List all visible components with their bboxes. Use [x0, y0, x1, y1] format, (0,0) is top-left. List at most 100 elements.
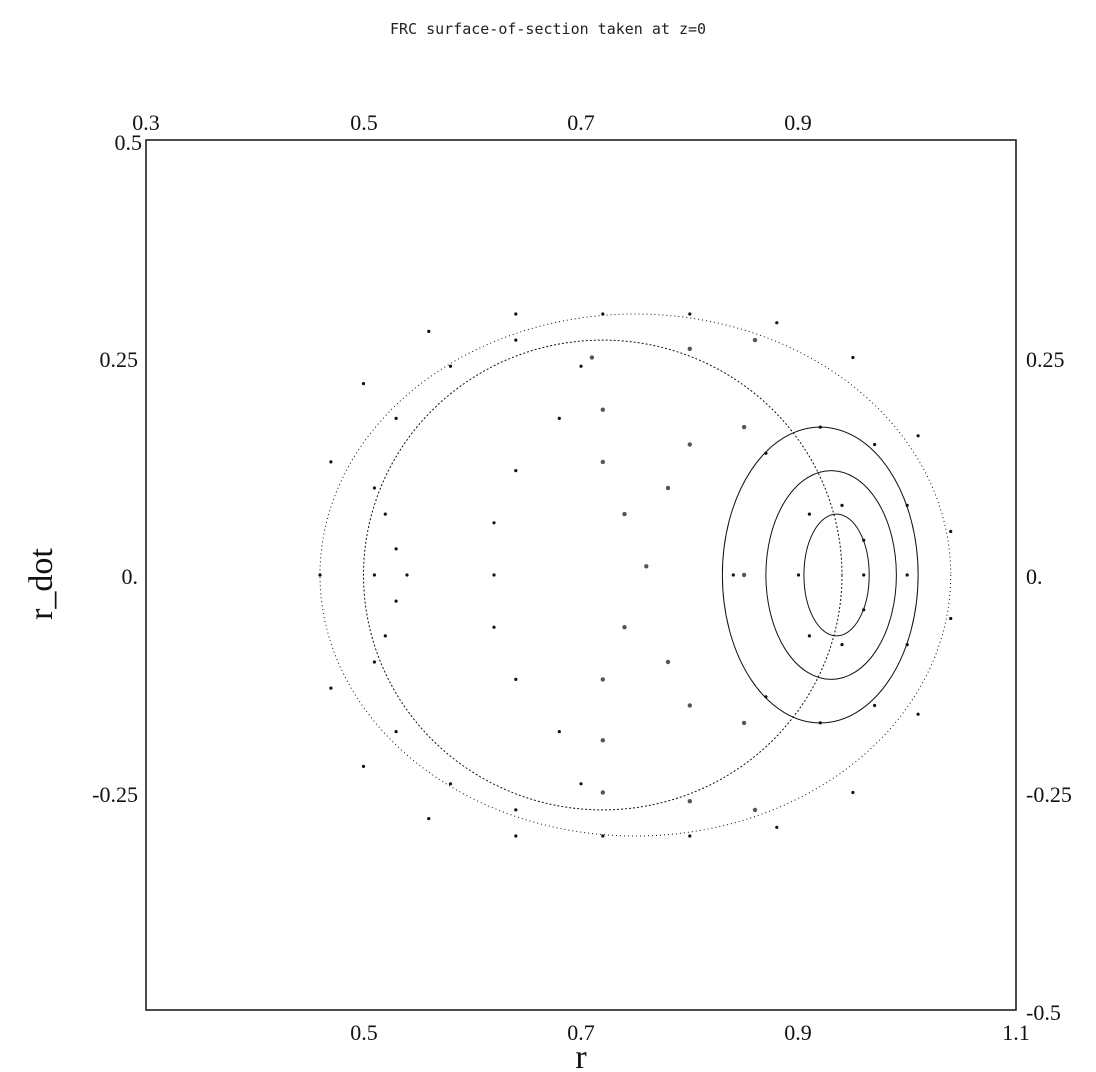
data-point: [687, 442, 692, 447]
data-point: [665, 485, 671, 491]
data-point: [492, 573, 496, 577]
data-point: [427, 817, 431, 821]
y-axis-label: r_dot: [23, 548, 60, 620]
data-point: [600, 790, 605, 795]
data-point: [557, 730, 561, 734]
data-point: [318, 573, 322, 577]
y-tick-left: 0.: [122, 564, 139, 589]
data-point: [601, 834, 605, 838]
data-point: [600, 459, 605, 465]
data-point: [665, 659, 671, 665]
data-point: [731, 573, 735, 577]
data-point: [600, 407, 605, 412]
y-tick-right: 0.: [1026, 564, 1043, 589]
data-point: [405, 573, 409, 577]
data-point: [741, 572, 747, 578]
x-tick-top: 0.3: [132, 110, 160, 135]
data-point: [764, 451, 768, 455]
data-point: [514, 677, 518, 682]
data-point: [514, 808, 518, 812]
data-point: [862, 538, 866, 542]
x-tick-top: 0.9: [784, 110, 812, 135]
y-tick-right: 0.25: [1026, 347, 1065, 372]
data-point: [622, 511, 627, 517]
data-point: [372, 486, 376, 490]
x-tick-top: 0.7: [567, 110, 595, 135]
data-point: [916, 434, 920, 438]
data-point: [600, 677, 605, 682]
data-point: [383, 634, 387, 638]
orbit-curve: [319, 313, 952, 837]
data-point: [775, 321, 779, 325]
data-point: [557, 416, 561, 420]
data-point: [329, 460, 333, 464]
orbit-curve: [765, 470, 897, 680]
data-point: [589, 355, 595, 360]
data-point: [579, 364, 583, 368]
orbit-curves: [319, 313, 952, 837]
data-point: [688, 834, 692, 838]
data-point: [807, 634, 812, 638]
data-point: [840, 503, 844, 507]
data-point: [601, 312, 605, 316]
orbit-curve: [721, 426, 919, 724]
data-point: [579, 782, 583, 786]
data-point: [514, 338, 518, 342]
data-point: [394, 730, 398, 734]
data-point: [851, 790, 855, 795]
x-axis-label: r: [575, 1039, 587, 1072]
data-point: [905, 643, 909, 647]
data-point: [688, 312, 692, 316]
data-point: [840, 643, 844, 647]
y-tick-left: 0.25: [100, 347, 139, 372]
data-point: [741, 424, 747, 430]
data-point: [905, 503, 909, 507]
data-point: [492, 625, 496, 629]
data-point: [372, 573, 376, 577]
data-point: [394, 547, 398, 551]
data-point: [807, 512, 812, 516]
y-tick-right: -0.5: [1026, 1000, 1061, 1025]
x-tick-top: 0.5: [350, 110, 378, 135]
data-point: [514, 469, 518, 473]
data-point: [851, 355, 855, 360]
data-point: [764, 695, 768, 699]
data-point: [818, 425, 822, 429]
data-point: [741, 720, 747, 726]
data-point: [916, 712, 920, 716]
y-tick-left: 0.5: [115, 130, 143, 155]
data-point: [514, 834, 518, 838]
data-point: [448, 364, 453, 368]
data-point: [873, 703, 877, 708]
data-point: [394, 599, 398, 603]
plot-frame: [145, 139, 1017, 1011]
data-point: [775, 825, 779, 829]
data-point: [818, 721, 822, 725]
chart-title: FRC surface-of-section taken at z=0: [390, 20, 706, 38]
data-point: [600, 738, 605, 743]
data-point: [361, 382, 366, 386]
x-tick-bottom: 0.5: [350, 1020, 378, 1045]
data-point: [752, 337, 758, 343]
x-tick-bottom: 0.7: [567, 1020, 595, 1045]
data-point: [862, 608, 866, 612]
x-tick-bottom: 1.1: [1002, 1020, 1030, 1045]
data-point: [949, 529, 953, 534]
data-point: [644, 564, 649, 569]
data-point: [949, 616, 953, 621]
data-point: [796, 573, 801, 577]
data-point: [427, 329, 431, 333]
data-point: [492, 521, 496, 525]
data-point: [329, 686, 333, 690]
y-tick-right: -0.25: [1026, 782, 1072, 807]
x-tick-bottom: 0.9: [784, 1020, 812, 1045]
data-point: [752, 807, 758, 813]
y-tick-left: -0.25: [92, 782, 138, 807]
data-point: [687, 799, 692, 804]
orbit-curve: [363, 339, 843, 811]
data-point: [448, 782, 453, 786]
data-point: [862, 573, 866, 577]
data-point: [873, 442, 877, 447]
data-points: [318, 312, 953, 838]
data-point: [361, 764, 366, 769]
